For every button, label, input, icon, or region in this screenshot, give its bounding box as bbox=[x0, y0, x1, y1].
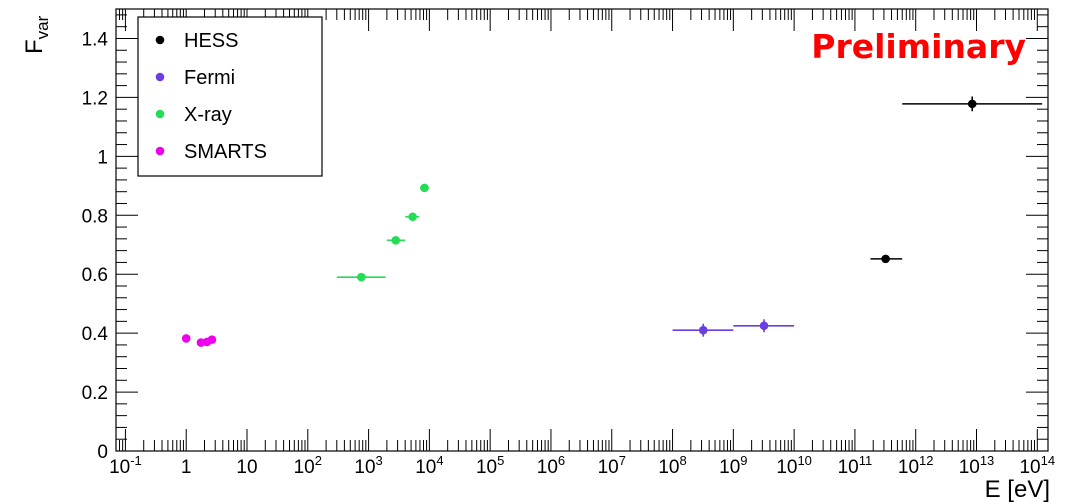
x-tick-base: 10 bbox=[719, 457, 740, 478]
x-tick-label: 103 bbox=[354, 453, 382, 478]
legend-label-hess: HESS bbox=[184, 30, 238, 52]
x-tick-base: 10 bbox=[959, 457, 980, 478]
data-point-x-ray bbox=[408, 212, 417, 222]
x-tick-exponent: 13 bbox=[980, 453, 994, 468]
x-tick-label: 1012 bbox=[898, 453, 934, 478]
x-tick-label: 1011 bbox=[838, 453, 873, 478]
data-point-hess bbox=[881, 254, 890, 264]
x-tick-base: 1 bbox=[181, 457, 192, 478]
legend-marker-smarts bbox=[155, 146, 165, 156]
x-tick-exponent: 5 bbox=[497, 453, 504, 468]
x-tick-labels: 10-1 1 10 102 103 104 105 106 107 108 109 1010 1011 1… bbox=[109, 453, 1055, 478]
x-tick-base: 10 bbox=[838, 457, 859, 478]
data-point-hess bbox=[967, 99, 977, 109]
x-tick-base: 10 bbox=[415, 457, 436, 478]
x-tick-base: 10 bbox=[598, 457, 619, 478]
x-tick-label: 105 bbox=[476, 453, 504, 478]
y-tick-label: 0.6 bbox=[82, 265, 108, 286]
x-tick-label: 10 bbox=[236, 457, 257, 478]
legend-marker-x-ray bbox=[155, 109, 165, 119]
x-tick-label: 109 bbox=[719, 453, 747, 478]
data-point-x-ray bbox=[391, 236, 401, 245]
x-tick-exponent: 10 bbox=[797, 453, 811, 468]
x-tick-base: 10 bbox=[658, 457, 679, 478]
x-tick-exponent: 7 bbox=[619, 453, 626, 468]
data-point-fermi bbox=[698, 325, 708, 335]
x-tick-exponent: 3 bbox=[376, 453, 383, 468]
y-tick-label: 0 bbox=[97, 442, 108, 463]
x-tick-base: 10 bbox=[537, 457, 558, 478]
x-tick-base: 10 bbox=[294, 457, 315, 478]
legend-marker-fermi bbox=[155, 72, 165, 82]
y-tick-label: 1 bbox=[97, 147, 108, 168]
x-tick-base: 10 bbox=[1019, 457, 1040, 478]
y-axis-title-sub: var bbox=[33, 15, 52, 39]
data-point-fermi bbox=[759, 321, 769, 331]
y-tick-label: 1.2 bbox=[82, 88, 108, 109]
data-point-x-ray bbox=[357, 272, 366, 282]
y-tick-label: 0.4 bbox=[82, 324, 109, 345]
legend: HESS Fermi X-ray SMARTS bbox=[137, 16, 323, 177]
x-tick-label: 10-1 bbox=[109, 453, 142, 478]
x-tick-label: 104 bbox=[415, 453, 443, 478]
legend-label-fermi: Fermi bbox=[184, 67, 235, 89]
data-points bbox=[181, 96, 1043, 347]
x-tick-base: 10 bbox=[776, 457, 797, 478]
data-point-x-ray bbox=[420, 183, 429, 193]
legend-marker-hess bbox=[155, 35, 165, 45]
x-tick-exponent: 4 bbox=[436, 453, 443, 468]
x-tick-exponent: 12 bbox=[919, 453, 933, 468]
legend-box bbox=[137, 16, 323, 177]
x-tick-exponent: -1 bbox=[130, 453, 142, 468]
legend-items: HESS Fermi X-ray SMARTS bbox=[155, 30, 267, 163]
legend-label-x-ray: X-ray bbox=[184, 104, 232, 126]
x-tick-base: 10 bbox=[354, 457, 375, 478]
x-tick-base: 10 bbox=[898, 457, 919, 478]
x-tick-exponent: 9 bbox=[740, 453, 747, 468]
x-tick-base: 10 bbox=[109, 457, 130, 478]
x-tick-exponent: 6 bbox=[558, 453, 565, 468]
x-tick-label: 107 bbox=[598, 453, 626, 478]
data-point-smarts bbox=[207, 335, 217, 344]
y-axis-title-main: F bbox=[21, 39, 48, 54]
x-tick-base: 10 bbox=[476, 457, 497, 478]
x-tick-label: 1013 bbox=[959, 453, 995, 478]
data-point-smarts bbox=[181, 334, 191, 343]
x-tick-label: 1010 bbox=[776, 453, 812, 478]
y-tick-label: 0.8 bbox=[82, 206, 108, 227]
x-tick-base: 10 bbox=[236, 457, 257, 478]
preliminary-label: Preliminary bbox=[811, 27, 1026, 66]
x-tick-exponent: 2 bbox=[315, 453, 322, 468]
y-tick-label: 1.4 bbox=[82, 29, 109, 50]
x-axis-title: E [eV] bbox=[985, 476, 1050, 502]
x-tick-label: 102 bbox=[294, 453, 322, 478]
x-tick-exponent: 14 bbox=[1041, 453, 1055, 468]
y-axis-title: Fvar bbox=[21, 15, 52, 54]
x-tick-label: 108 bbox=[658, 453, 686, 478]
x-tick-exponent: 8 bbox=[679, 453, 686, 468]
y-tick-label: 0.2 bbox=[82, 383, 108, 404]
x-tick-exponent: 11 bbox=[859, 453, 873, 468]
y-tick-labels: 0 0.2 0.4 0.6 0.8 1 1.2 1.4 bbox=[82, 29, 109, 463]
legend-label-smarts: SMARTS bbox=[184, 141, 267, 163]
x-tick-label: 1014 bbox=[1019, 453, 1055, 478]
x-tick-label: 106 bbox=[537, 453, 565, 478]
x-tick-label: 1 bbox=[181, 457, 192, 478]
plot-frame bbox=[115, 8, 1049, 452]
